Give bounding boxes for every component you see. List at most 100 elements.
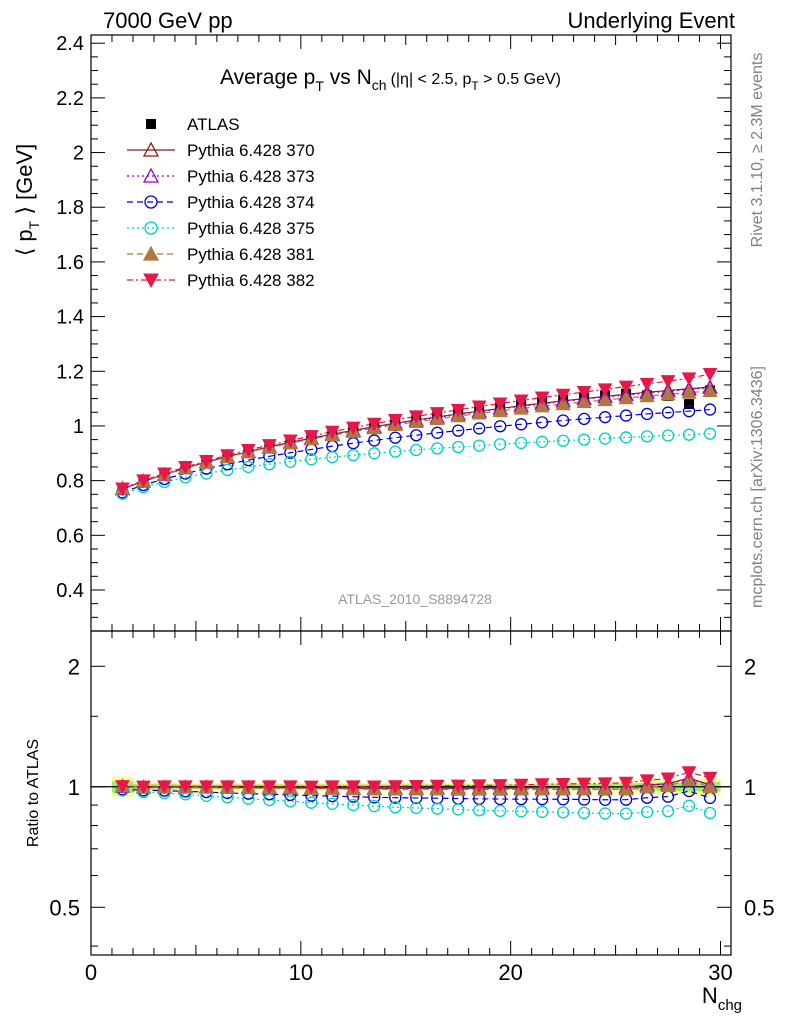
series-point-triangle-down <box>702 368 718 382</box>
series-point-circle <box>661 804 675 818</box>
series-point-circle <box>577 433 591 446</box>
series-point-circle <box>410 429 423 442</box>
series-point-circle <box>368 799 381 813</box>
series-point-circle <box>452 424 465 437</box>
series-point-triangle-down <box>492 779 508 793</box>
ratio-axis-ticks: 0 10 20 30 0.5 0.5 1 1 2 2 <box>49 631 775 985</box>
series-point-triangle-down <box>283 780 298 794</box>
series-point-triangle-down <box>471 779 487 793</box>
series-point-triangle-down <box>513 778 529 793</box>
series-point-circle <box>263 458 276 471</box>
legend-label: Pythia 6.428 382 <box>187 271 315 290</box>
series-line <box>122 390 711 489</box>
y-tick-label: 1.4 <box>56 307 84 329</box>
series-point-triangle-down <box>262 780 277 794</box>
legend-label: Pythia 6.428 373 <box>187 167 315 186</box>
series-point-triangle-down <box>220 780 235 794</box>
series-point-triangle-down <box>199 454 214 469</box>
series-point-triangle-down <box>681 372 697 386</box>
series-point-triangle-down <box>597 383 613 397</box>
ratio-series-line <box>122 789 711 815</box>
series-point-triangle-down <box>366 780 382 794</box>
series-point-triangle <box>534 398 550 413</box>
series-point-circle <box>221 463 234 477</box>
data-point-atlas <box>684 399 695 410</box>
series-point-circle <box>619 807 633 820</box>
series-point-triangle <box>555 396 571 411</box>
series-point-triangle-down <box>136 780 151 795</box>
series-point-triangle-down <box>303 780 319 795</box>
series-point-triangle-down <box>660 375 676 389</box>
series-point-triangle <box>142 141 160 157</box>
ratio-tick-label-left: 1 <box>68 775 80 800</box>
series-point-triangle-down <box>241 780 256 794</box>
series-point-circle <box>410 443 423 457</box>
legend-label: Pythia 6.428 375 <box>187 219 315 238</box>
series-point-circle <box>263 793 276 807</box>
y-tick-label: 2.4 <box>56 33 84 55</box>
series-point-circle <box>389 445 402 458</box>
series-point-triangle-down <box>597 777 613 791</box>
series-point-triangle-down <box>136 474 151 488</box>
series-point-triangle-down <box>220 449 235 463</box>
series-point-circle <box>431 802 444 815</box>
series-point-circle <box>326 450 339 464</box>
series-point-triangle <box>660 386 676 401</box>
series-point-triangle-down <box>681 766 697 780</box>
series-point-triangle <box>639 388 655 403</box>
series-point-circle <box>242 460 255 474</box>
legend-label: ATLAS <box>187 115 240 134</box>
series-point-circle <box>389 431 402 444</box>
series-point-triangle-down <box>283 434 298 448</box>
series-point-triangle-down <box>555 777 571 792</box>
series-point-triangle-down <box>345 421 361 436</box>
title-sub3: T <box>471 79 479 93</box>
title-sub2: ch <box>372 77 387 93</box>
series-point-circle <box>284 455 297 468</box>
chart-title: Average pT vs Nch (|η| < 2.5, pT > 0.5 Ge… <box>220 66 561 94</box>
series-point-circle <box>682 799 696 812</box>
series-point-triangle-down <box>660 772 676 787</box>
series-point-triangle-down <box>534 391 550 406</box>
series-point-circle <box>368 447 381 460</box>
rivet-version-label: Rivet 3.1.10, ≥ 2.3M events <box>749 53 766 248</box>
series-point-circle <box>389 801 402 814</box>
series-point-triangle-down <box>639 377 655 392</box>
series-point-circle <box>347 449 360 462</box>
main-series-group <box>114 368 718 500</box>
series-point-triangle-down <box>178 780 193 794</box>
series-point-circle <box>640 430 654 443</box>
series-point-circle <box>515 805 528 818</box>
y-tick-label: 0.6 <box>56 525 84 547</box>
series-point-circle <box>431 442 444 455</box>
y-tick-label: 0.4 <box>56 580 84 602</box>
series-point-circle <box>661 429 675 442</box>
series-point-circle <box>619 409 633 422</box>
series-point-circle <box>452 803 465 816</box>
main-axis-ticks: 0.4 0.6 0.8 1 1.2 1.4 1.6 1.8 2 2.2 2.4 <box>56 33 731 631</box>
legend-label: Pythia 6.428 381 <box>187 245 315 264</box>
series-point-circle <box>431 426 444 439</box>
y-tick-label: 1.2 <box>56 361 84 383</box>
y-tick-label: 1.8 <box>56 197 84 219</box>
series-point-triangle-down <box>576 777 592 792</box>
y-tick-label: 1.6 <box>56 252 84 274</box>
series-point-triangle-down <box>115 482 130 497</box>
ratio-series-line <box>122 788 711 801</box>
series-point-triangle-down <box>492 397 508 412</box>
series-point-triangle <box>576 394 592 409</box>
title-mid: vs N <box>324 66 372 89</box>
series-point-triangle <box>702 779 718 794</box>
series-point-circle <box>410 801 423 815</box>
series-point-triangle-down <box>178 460 193 475</box>
x-axis-label-a: N <box>702 983 718 1008</box>
series-point-circle <box>326 797 339 810</box>
series-point-triangle <box>142 245 160 261</box>
series-point-circle <box>556 806 570 819</box>
ratio-tick-label-right: 0.5 <box>744 895 775 920</box>
legend-label: Pythia 6.428 374 <box>187 193 315 212</box>
series-point-triangle-down <box>303 430 319 444</box>
series-point-circle <box>619 431 633 444</box>
series-point-circle <box>347 798 360 812</box>
